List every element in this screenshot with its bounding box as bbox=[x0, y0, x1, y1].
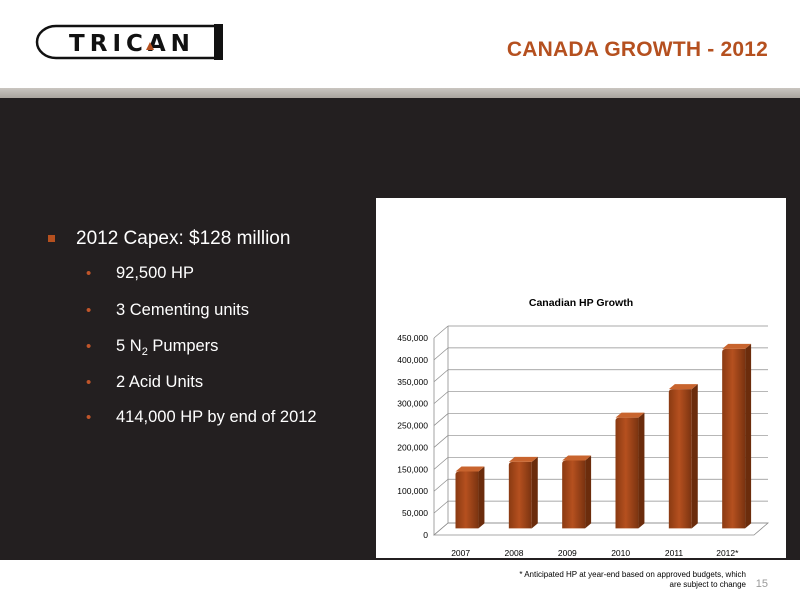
x-tick-label: 2011 bbox=[665, 548, 684, 558]
x-axis-ticks: 2007 2008 2009 2010 2011 2012* bbox=[451, 548, 739, 558]
x-tick-label: 2008 bbox=[505, 548, 524, 558]
gridline-depth bbox=[433, 457, 449, 470]
y-tick-label: 50,000 bbox=[402, 508, 428, 518]
bar bbox=[562, 455, 592, 529]
gridline-depth bbox=[433, 500, 449, 514]
y-tick-label: 300,000 bbox=[397, 399, 428, 409]
x-tick-label: 2009 bbox=[558, 548, 577, 558]
subscript: 2 bbox=[141, 346, 148, 358]
chart-canvas: Canadian HP Growth 0 50,000 100,000 150,000… bbox=[397, 297, 770, 558]
slide-title: CANADA GROWTH - 2012 bbox=[506, 38, 768, 61]
round-bullet-icon: • bbox=[86, 302, 92, 319]
sub-bullet-text: 3 Cementing units bbox=[116, 301, 249, 319]
sub-bullet-text: 92,500 HP bbox=[116, 264, 194, 282]
round-bullet-icon: • bbox=[86, 409, 92, 426]
gridline-depth bbox=[433, 325, 449, 339]
gridline-depth bbox=[433, 478, 449, 492]
gridline-depth bbox=[433, 369, 449, 383]
gridline-depth bbox=[433, 391, 449, 404]
content-panel: 2012 Capex: $128 million • 92,500 HP • 3… bbox=[0, 98, 800, 589]
gridline-depth bbox=[433, 435, 449, 448]
trican-logo: TRICAN bbox=[35, 24, 223, 60]
y-tick-label: 100,000 bbox=[397, 486, 428, 496]
y-axis-ticks: 0 50,000 100,000 150,000 200,000 250,000 300,0… bbox=[397, 333, 428, 540]
sub-bullet-text: 2 Acid Units bbox=[116, 373, 204, 391]
x-tick-label: 2007 bbox=[451, 548, 470, 558]
y-tick-label: 200,000 bbox=[397, 442, 428, 452]
y-tick-label: 450,000 bbox=[397, 333, 428, 343]
bar bbox=[615, 412, 645, 529]
bar bbox=[668, 384, 698, 529]
bars bbox=[455, 343, 752, 529]
y-tick-label: 250,000 bbox=[397, 421, 428, 431]
chart-footnote: * Anticipated HP at year-end based on ap… bbox=[519, 570, 746, 589]
y-tick-label: 0 bbox=[423, 530, 428, 540]
round-bullet-icon: • bbox=[86, 374, 92, 391]
y-tick-label: 150,000 bbox=[397, 464, 428, 474]
x-tick-label: 2012* bbox=[716, 548, 739, 558]
gridlines bbox=[432, 325, 770, 536]
square-bullet-icon bbox=[48, 235, 55, 242]
round-bullet-icon: • bbox=[86, 338, 92, 355]
bar bbox=[508, 456, 538, 529]
y-tick-label: 400,000 bbox=[397, 355, 428, 365]
sub-bullet-text: 5 N bbox=[116, 337, 142, 355]
round-bullet-icon: • bbox=[86, 265, 92, 282]
logo-text: TRICAN bbox=[69, 31, 195, 57]
page-number: 15 bbox=[755, 578, 768, 590]
main-bullet: 2012 Capex: $128 million bbox=[48, 228, 348, 252]
hp-growth-chart: Canadian HP Growth 0 50,000 100,000 150,000… bbox=[376, 198, 786, 589]
bar bbox=[455, 466, 485, 529]
sub-bullet-text: 414,000 HP by end of 2012 bbox=[116, 408, 317, 426]
chart-title: Canadian HP Growth bbox=[529, 297, 633, 309]
main-bullet-text: 2012 Capex: $128 million bbox=[76, 228, 291, 249]
chart-floor bbox=[432, 522, 770, 536]
slide-header: TRICAN CANADA GROWTH - 2012 bbox=[0, 0, 800, 88]
y-tick-label: 350,000 bbox=[397, 377, 428, 387]
header-divider bbox=[0, 88, 800, 98]
gridline-depth bbox=[433, 347, 449, 361]
x-tick-label: 2010 bbox=[611, 548, 630, 558]
gridline-depth bbox=[433, 413, 449, 426]
bar bbox=[722, 343, 752, 529]
